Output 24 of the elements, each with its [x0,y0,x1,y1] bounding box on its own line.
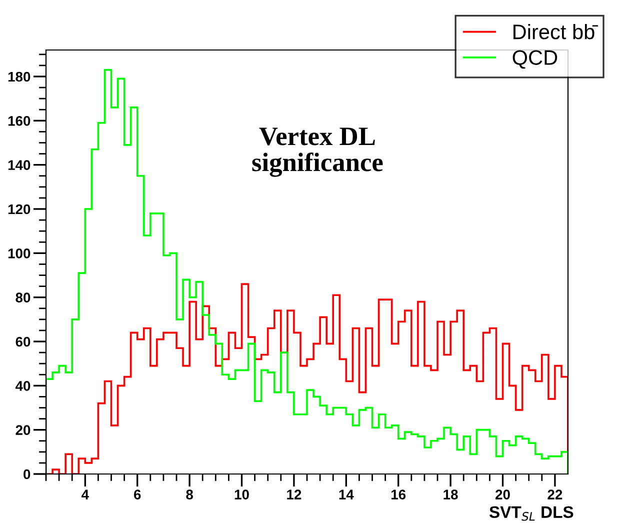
x-tick-label: 6 [134,490,141,500]
x-tick-label: 18 [444,490,458,500]
y-tick-label: 20 [16,425,30,436]
legend-label: Direct bb̄ [514,24,598,40]
y-tick-label: 80 [16,292,30,303]
y-tick-label: 0 [24,469,30,480]
x-tick-label: 20 [496,490,510,500]
y-tick-label: 160 [8,116,30,126]
annotation: Vertex DL significance [252,128,383,177]
x-axis-title: SVT$_{SL}$ DLS [489,506,574,521]
x-tick-label: 12 [287,490,302,500]
y-tick-label: 100 [8,248,30,258]
x-tick-label: 8 [186,490,193,500]
y-tick-label: 60 [16,336,30,347]
x-tick-label: 16 [392,490,406,500]
x-tick-label: 22 [548,490,562,500]
y-tick-label: 140 [8,160,30,170]
y-tick-label: 180 [8,72,30,82]
x-tick-label: 14 [339,490,354,500]
x-tick-label: 10 [234,490,249,500]
x-tick-label: 4 [82,490,89,500]
y-tick-label: 40 [15,381,30,391]
y-tick-label: 120 [8,204,30,214]
legend-label: QCD [512,50,558,69]
